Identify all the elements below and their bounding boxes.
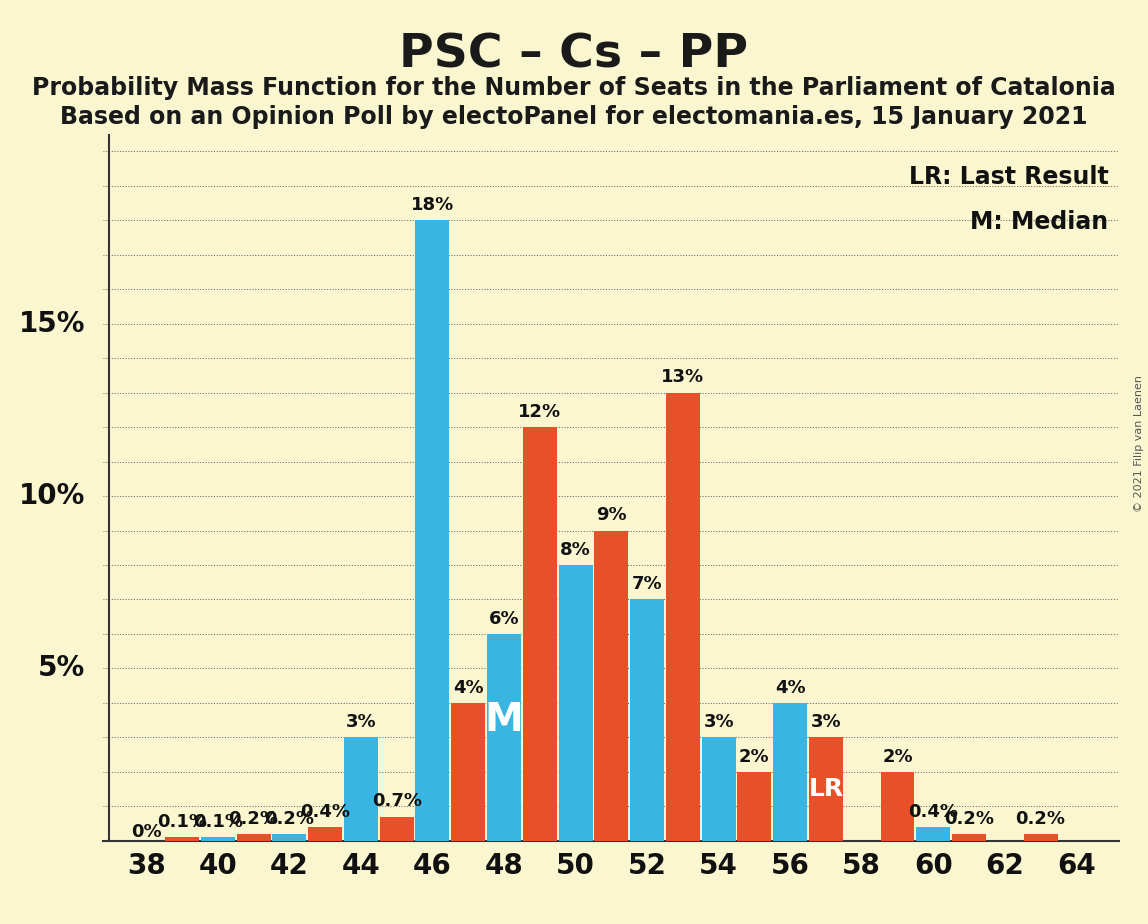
Bar <box>487 634 521 841</box>
Bar <box>380 817 413 841</box>
Text: 3%: 3% <box>810 713 841 731</box>
Bar <box>630 600 664 841</box>
Bar <box>701 737 736 841</box>
Text: 0.1%: 0.1% <box>193 813 242 832</box>
Text: 0.7%: 0.7% <box>372 793 421 810</box>
Text: M: Median: M: Median <box>970 210 1109 234</box>
Text: 0.1%: 0.1% <box>157 813 207 832</box>
Text: 2%: 2% <box>882 748 913 766</box>
Text: 10%: 10% <box>20 482 85 510</box>
Bar <box>737 772 771 841</box>
Text: 13%: 13% <box>661 369 705 386</box>
Text: 0.2%: 0.2% <box>228 809 279 828</box>
Bar <box>952 834 986 841</box>
Text: 0.2%: 0.2% <box>264 809 315 828</box>
Bar <box>272 834 307 841</box>
Text: 0.4%: 0.4% <box>300 803 350 821</box>
Text: LR: Last Result: LR: Last Result <box>909 165 1109 189</box>
Text: 8%: 8% <box>560 541 591 559</box>
Bar <box>559 565 592 841</box>
Bar <box>809 737 843 841</box>
Text: Probability Mass Function for the Number of Seats in the Parliament of Catalonia: Probability Mass Function for the Number… <box>32 76 1116 100</box>
Bar <box>595 530 628 841</box>
Bar <box>416 220 449 841</box>
Bar <box>201 837 235 841</box>
Text: PSC – Cs – PP: PSC – Cs – PP <box>400 32 748 78</box>
Text: 4%: 4% <box>775 679 806 697</box>
Text: 5%: 5% <box>38 654 85 683</box>
Text: 0.4%: 0.4% <box>908 803 959 821</box>
Text: 0%: 0% <box>131 823 162 841</box>
Bar <box>308 827 342 841</box>
Text: 9%: 9% <box>596 506 627 524</box>
Text: LR: LR <box>808 777 844 801</box>
Text: 7%: 7% <box>631 576 662 593</box>
Bar <box>916 827 951 841</box>
Bar <box>165 837 199 841</box>
Text: 3%: 3% <box>346 713 377 731</box>
Bar <box>344 737 378 841</box>
Text: 12%: 12% <box>518 403 561 420</box>
Text: 2%: 2% <box>739 748 769 766</box>
Bar <box>774 703 807 841</box>
Text: 3%: 3% <box>704 713 734 731</box>
Text: 6%: 6% <box>489 610 519 627</box>
Text: 15%: 15% <box>18 310 85 337</box>
Bar <box>666 393 700 841</box>
Text: 4%: 4% <box>453 679 483 697</box>
Bar <box>236 834 271 841</box>
Text: © 2021 Filip van Laenen: © 2021 Filip van Laenen <box>1134 375 1143 512</box>
Text: 18%: 18% <box>411 196 455 214</box>
Bar <box>1024 834 1057 841</box>
Text: 0.2%: 0.2% <box>1016 809 1065 828</box>
Bar <box>451 703 486 841</box>
Bar <box>522 427 557 841</box>
Text: M: M <box>484 701 523 739</box>
Bar <box>881 772 915 841</box>
Text: 0.2%: 0.2% <box>944 809 994 828</box>
Text: Based on an Opinion Poll by electoPanel for electomania.es, 15 January 2021: Based on an Opinion Poll by electoPanel … <box>60 105 1088 129</box>
